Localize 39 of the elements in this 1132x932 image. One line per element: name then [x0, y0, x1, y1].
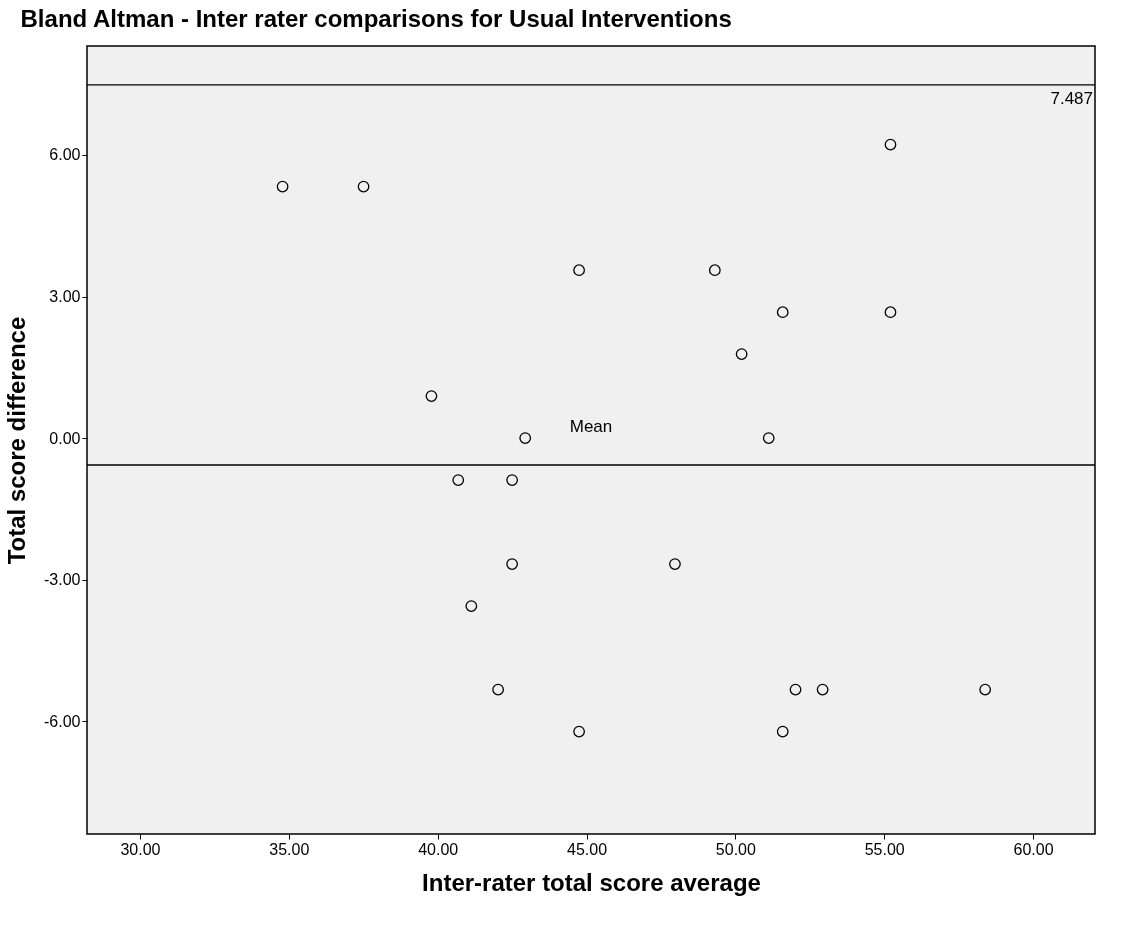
y-tick-label: 0.00	[49, 429, 81, 447]
point	[884, 138, 897, 151]
point	[979, 683, 992, 696]
point	[573, 264, 585, 277]
point	[776, 306, 789, 319]
ref-line-label: 7.487	[1050, 88, 1093, 108]
y-tick-label: 6.00	[49, 146, 81, 164]
point	[669, 558, 681, 570]
point	[357, 180, 370, 193]
x-tick-label: 45.00	[567, 840, 608, 858]
point	[789, 683, 802, 696]
point	[425, 390, 438, 402]
x-tick-label: 50.00	[715, 840, 756, 858]
point	[506, 474, 518, 486]
point	[492, 683, 505, 696]
point	[884, 306, 897, 319]
point	[506, 558, 518, 570]
point	[776, 725, 789, 738]
x-tick-label: 30.00	[120, 840, 161, 858]
point	[708, 264, 721, 277]
point	[276, 180, 289, 193]
ref-line-label: Mean	[569, 417, 613, 437]
point	[735, 348, 748, 361]
y-tick-label: -6.00	[44, 712, 81, 730]
x-axis-title: Inter-rater total score average	[422, 868, 761, 896]
point	[573, 725, 585, 738]
x-tick-label: 35.00	[269, 840, 310, 858]
point	[465, 600, 478, 612]
point	[519, 432, 532, 444]
point	[816, 683, 829, 696]
y-axis-title: Total score difference	[3, 316, 31, 565]
x-tick-label: 60.00	[1013, 840, 1054, 858]
x-tick-label: 40.00	[418, 840, 459, 858]
y-tick-label: 3.00	[49, 288, 81, 306]
point	[762, 432, 775, 444]
y-tick-label: -3.00	[44, 571, 81, 589]
point	[452, 474, 465, 486]
x-tick-label: 55.00	[864, 840, 905, 858]
chart-title: Bland Altman - Inter rater comparisons for Usual Interventions	[20, 5, 732, 32]
